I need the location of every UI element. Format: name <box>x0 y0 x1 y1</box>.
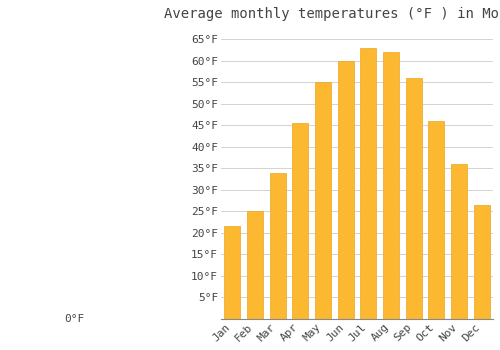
Bar <box>428 121 444 319</box>
Bar <box>315 82 331 319</box>
Bar <box>224 226 240 319</box>
Title: Average monthly temperatures (°F ) in Moineşti: Average monthly temperatures (°F ) in Mo… <box>164 7 500 21</box>
Bar <box>474 205 490 319</box>
Bar <box>292 123 308 319</box>
Bar <box>338 61 353 319</box>
Bar <box>406 78 421 319</box>
Bar <box>270 173 285 319</box>
Text: 0°F: 0°F <box>64 314 85 324</box>
Bar <box>451 164 467 319</box>
Bar <box>360 48 376 319</box>
Bar <box>247 211 263 319</box>
Bar <box>383 52 399 319</box>
